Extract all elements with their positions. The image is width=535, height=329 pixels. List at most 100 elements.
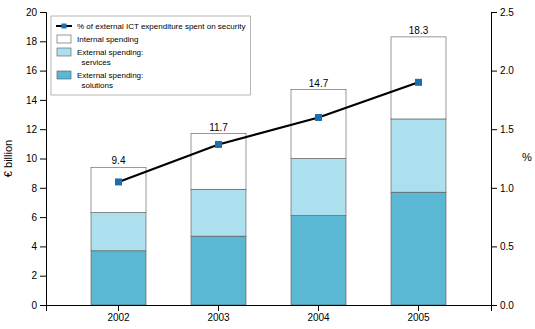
tick-label: 2002 [107,312,130,323]
tick: 2.5 [491,7,514,18]
legend: % of external ICT expenditure spent on s… [51,16,250,95]
tick-label: 14 [26,95,38,106]
legend-swatch [57,48,71,56]
tick-label: 12 [26,124,38,135]
bar [291,159,346,216]
axis-line [47,306,492,312]
bar [391,37,446,119]
bar [91,251,146,305]
tick-mark [40,217,46,218]
tick-label: 8 [31,183,37,194]
tick-mark [491,71,497,72]
tick-label: 16 [26,65,38,76]
tick-mark [40,159,46,160]
x-axis: 2002 2003 2004 2005 [47,305,492,323]
tick-mark [40,129,46,130]
tick-mark [491,188,497,189]
bar [391,119,446,192]
y-axis-title: € billion [2,140,14,177]
y-axis: 0 2 4 6 8 10 12 14 16 18 20 [26,7,47,311]
tick: 20 [26,7,46,18]
tick-mark [418,305,419,311]
legend-swatch [57,71,71,79]
legend-label: External spending: services [77,48,143,67]
tick: 6 [31,212,46,223]
tick: 2002 [107,305,130,323]
tick-label: 0.0 [500,300,514,311]
tick-mark [491,246,497,247]
marker [215,141,222,148]
y2-axis-title: % [522,151,532,163]
tick: 16 [26,65,46,76]
total-label: 14.7 [309,78,329,89]
tick: 14 [26,95,46,106]
tick: 12 [26,124,46,135]
legend-item: External spending: solutions [57,71,143,90]
bar [291,90,346,159]
tick: 0 [31,300,46,311]
legend-marker [62,24,67,29]
bar [91,213,146,251]
tick-label: 18 [26,36,38,47]
tick-mark [491,305,497,306]
tick: 8 [31,183,46,194]
tick-mark [40,188,46,189]
tick: 10 [26,153,46,164]
plot: 9.4 11.7 14.7 18.3 2002 2003 2004 2005 0 2 4 6 8 10 12… [26,7,514,323]
tick-label: 20 [26,7,38,18]
tick-label: 2004 [307,312,330,323]
total-label: 18.3 [409,25,429,36]
tick-label: 10 [26,153,38,164]
tick-mark [40,41,46,42]
tick-mark [40,276,46,277]
tick-label: 2005 [407,312,430,323]
legend-item: Internal spending [57,35,138,44]
tick-label: 2.5 [500,7,514,18]
y2-axis: 0.00.51.01.52.02.5 [491,7,514,311]
total-label: 11.7 [209,122,228,133]
bar [191,236,246,305]
tick-mark [491,129,497,130]
bar [291,216,346,305]
legend-label: External spending: solutions [77,71,143,90]
tick-mark [318,305,319,311]
axis-line [492,13,498,306]
tick-mark [40,305,46,306]
tick-mark [40,100,46,101]
tick: 0.0 [491,300,514,311]
legend-item: External spending: services [57,48,143,67]
line [119,82,419,182]
tick: 2.0 [491,65,514,76]
legend-frame [51,16,250,95]
tick-mark [491,12,497,13]
tick-label: 0 [31,300,37,311]
tick: 1.0 [491,183,514,194]
tick: 2003 [207,305,230,323]
tick-mark [218,305,219,311]
tick-mark [40,12,46,13]
tick-label: 2003 [207,312,230,323]
bar-series [91,119,446,251]
legend-label: Internal spending [77,35,138,44]
tick: 2004 [307,305,330,323]
bar [191,189,246,236]
chart: 9.4 11.7 14.7 18.3 2002 2003 2004 2005 0 2 4 6 8 10 12… [0,0,535,329]
tick-label: 2.0 [500,65,514,76]
axis-line [40,13,47,306]
tick-label: 2 [31,270,37,281]
tick-mark [118,305,119,311]
tick-label: 1.0 [500,183,514,194]
bar [191,134,246,190]
bar [391,192,446,305]
legend-label: % of external ICT expenditure spent on s… [77,22,245,31]
total-label: 9.4 [112,155,126,166]
tick-mark [40,246,46,247]
legend-items: % of external ICT expenditure spent on s… [56,22,245,90]
marker [315,114,322,121]
tick: 2 [31,270,46,281]
marker [415,79,422,86]
tick-label: 6 [31,212,37,223]
tick-label: 4 [31,241,37,252]
tick: 0.5 [491,241,514,252]
tick-label: 0.5 [500,241,514,252]
